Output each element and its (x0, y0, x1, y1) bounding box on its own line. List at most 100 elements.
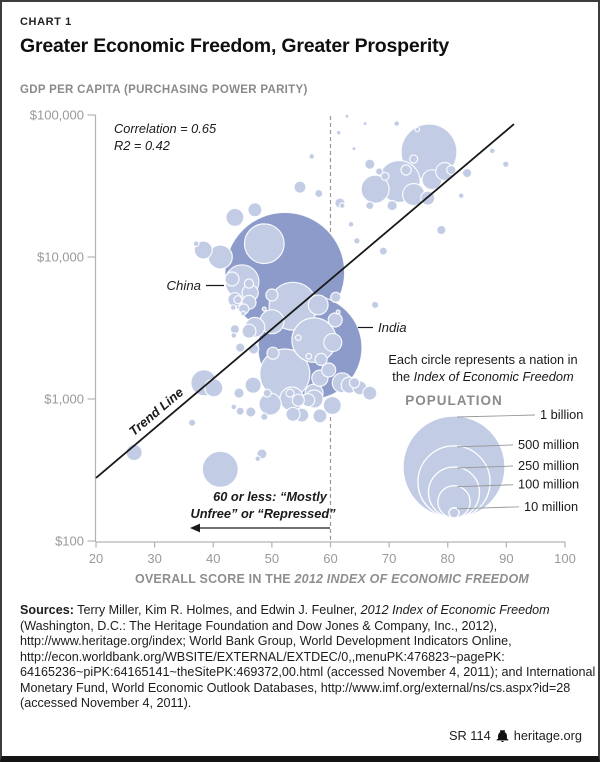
legend-connector-line (456, 444, 514, 448)
nation-bubble (370, 300, 380, 310)
sources-line: http://econ.worldbank.org/WBSITE/EXTERNA… (20, 649, 505, 664)
nation-bubble (240, 310, 247, 317)
nation-bubble (291, 393, 305, 407)
nation-bubble (225, 207, 245, 227)
nation-bubble (400, 164, 412, 176)
x-tick-label: 80 (441, 551, 455, 566)
y-tick-label: $1,000 (44, 392, 84, 407)
sources-line: Monetary Fund, World Economic Outlook Da… (20, 680, 571, 695)
nation-bubble (501, 160, 510, 169)
sources-line: Sources: Terry Miller, Kim R. Holmes, an… (20, 603, 598, 619)
population-size-label: 250 million (518, 458, 579, 473)
nation-bubble (230, 403, 238, 411)
nation-bubble (261, 306, 267, 312)
chart-number-label: CHART 1 (20, 16, 72, 28)
nation-bubble (247, 202, 263, 218)
nation-bubble (364, 158, 376, 170)
nation-bubble (348, 377, 361, 389)
nation-bubble (457, 192, 465, 200)
x-tick-label: 20 (89, 551, 103, 566)
legend-connector-line (456, 506, 520, 510)
population-legend-circles: 1 billion 500 million 250 million 100 milli… (402, 407, 583, 519)
nation-bubble (265, 288, 279, 302)
legend-caption-regular: the (392, 369, 413, 384)
nation-bubble (262, 388, 272, 398)
correlation-annotation: Correlation = 0.65 (114, 121, 217, 136)
nation-bubble (322, 395, 342, 416)
nation-bubble (294, 334, 302, 342)
china-label: China (167, 278, 201, 293)
x-tick-label: 50 (265, 551, 279, 566)
nation-bubble (323, 332, 343, 353)
nation-bubble (229, 304, 237, 312)
nation-bubble (327, 312, 343, 328)
axes-layer: $100,000 $10,000 $1,000 $100 20 30 40 50 60 70 80 9… (30, 108, 576, 567)
x-tick-label: 90 (499, 551, 513, 566)
x-tick-label: 60 (323, 551, 337, 566)
legend-connector-line (456, 465, 514, 469)
y-tick-label: $100 (55, 534, 84, 549)
report-id: SR 114 (448, 728, 491, 743)
india-label: India (378, 320, 407, 335)
nation-bubble (488, 147, 496, 155)
nation-bubble (241, 323, 257, 339)
nation-bubble (192, 240, 200, 248)
sources-line: (Washington, D.C.: The Heritage Foundati… (20, 618, 498, 633)
nation-bubble (285, 388, 295, 398)
nation-bubble (254, 455, 262, 463)
population-size-label: 500 million (518, 437, 579, 452)
nation-bubble (187, 418, 197, 427)
x-axis-title-italic: 2012 INDEX OF ECONOMIC FREEDOM (294, 572, 530, 586)
nation-bubble (360, 174, 390, 204)
trend-line-label: Trend Line (126, 384, 186, 438)
nation-bubble (233, 295, 243, 305)
nation-bubble (414, 126, 421, 133)
nation-bubble (436, 224, 447, 236)
legend-caption-line1: Each circle represents a nation in (388, 352, 577, 367)
sources-paragraph: Sources: Terry Miller, Kim R. Holmes, an… (20, 603, 598, 712)
threshold-annotation-line2: Unfree” or “Repressed” (190, 506, 336, 521)
nation-bubble (335, 129, 342, 136)
x-tick-label: 100 (554, 551, 576, 566)
nation-bubble (335, 309, 341, 315)
population-legend-circle (448, 507, 460, 519)
population-size-label: 10 million (524, 499, 578, 514)
legend-connector-line (456, 484, 514, 488)
nation-bubble (245, 406, 257, 418)
threshold-arrow-head-icon (190, 523, 200, 533)
nation-bubble (347, 220, 355, 228)
nation-bubble (285, 406, 301, 422)
nation-bubble (230, 332, 238, 339)
nation-bubble (201, 450, 239, 488)
sources-text: Terry Miller, Kim R. Holmes, and Edwin J… (73, 603, 361, 617)
nation-bubble (314, 352, 328, 366)
trend-line (95, 123, 515, 479)
x-tick-label: 40 (206, 551, 220, 566)
nation-bubble (409, 154, 419, 164)
nation-bubble (338, 202, 346, 210)
sources-label: Sources: (20, 603, 74, 617)
legend-caption-line2: the Index of Economic Freedom (392, 369, 574, 384)
legend-caption-italic: Index of Economic Freedom (414, 369, 574, 384)
nation-bubble (321, 362, 337, 378)
nation-bubble (293, 180, 307, 194)
x-tick-label: 70 (382, 551, 396, 566)
nation-bubble (365, 201, 375, 211)
nation-bubble (330, 291, 342, 303)
nation-bubble (204, 378, 224, 398)
nation-bubble (234, 342, 246, 353)
population-size-label: 100 million (518, 477, 579, 492)
site-label: heritage.org (513, 728, 582, 743)
bubbles-layer (125, 113, 510, 488)
nation-bubble (446, 164, 457, 176)
heritage-bell-icon (496, 729, 509, 742)
nation-bubble (351, 146, 357, 152)
nation-bubble (266, 346, 280, 360)
nation-bubble (362, 120, 368, 127)
page-title: Greater Economic Freedom, Greater Prospe… (20, 35, 450, 57)
nation-bubble (233, 387, 245, 399)
nation-bubble (386, 199, 398, 212)
nation-bubble (244, 376, 262, 394)
sources-line: (accessed November 4, 2011). (20, 696, 192, 711)
